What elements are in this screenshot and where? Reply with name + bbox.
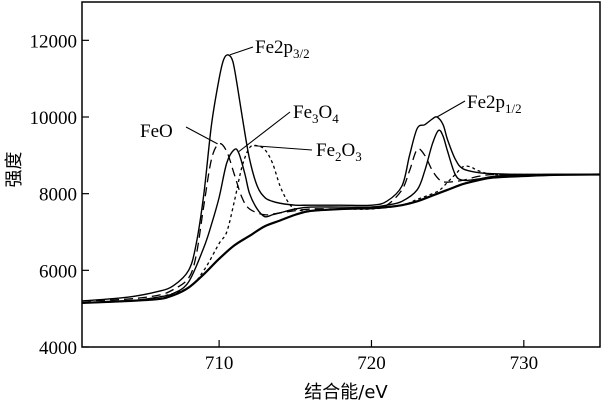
- annotation-fe2p12: Fe2p1/2: [467, 92, 522, 116]
- y-tick-label: 12000: [30, 31, 78, 52]
- leader-line-fe2o3: [254, 145, 313, 151]
- y-tick-label: 8000: [39, 185, 77, 206]
- annotation-fe2o3: Fe2O3: [316, 140, 362, 164]
- y-axis-label: 强度: [4, 152, 25, 188]
- series-line-5: [81, 173, 601, 305]
- annotation-feo: FeO: [140, 121, 173, 142]
- x-tick-label: 720: [357, 353, 386, 374]
- annotation-fe3o4: Fe3O4: [293, 102, 339, 126]
- y-tick-label: 10000: [30, 108, 78, 129]
- leader-line-feo: [185, 126, 218, 145]
- leader-line-fe2p32: [229, 46, 254, 56]
- series-line-2: [81, 142, 600, 302]
- leader-line-fe2p12: [436, 100, 466, 118]
- series-line-1: [81, 54, 600, 302]
- y-tick-label: 4000: [39, 338, 77, 359]
- y-tick-label: 6000: [39, 261, 77, 282]
- x-tick-label: 710: [205, 353, 234, 374]
- x-tick-label: 730: [510, 353, 539, 374]
- x-axis-label: 结合能/eV: [304, 382, 388, 403]
- annotation-fe2p32: Fe2p3/2: [255, 37, 310, 61]
- series-line-4: [81, 144, 600, 304]
- leader-line-fe3o4: [238, 111, 291, 152]
